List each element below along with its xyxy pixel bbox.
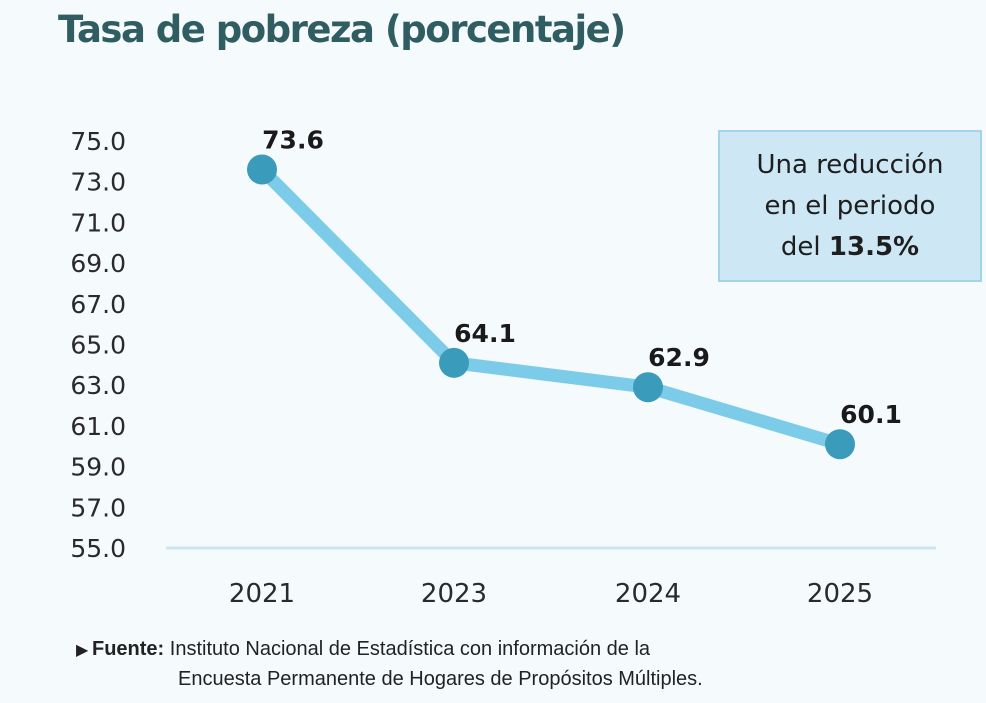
reduction-callout: Una reducción en el periodo del 13.5% <box>718 130 982 282</box>
data-point <box>247 154 277 185</box>
data-point <box>633 372 663 403</box>
y-axis-ticks: 55.0 57.0 59.0 61.0 63.0 65.0 67.0 69.0 71.0 73.0… <box>70 127 126 563</box>
data-label: 73.6 <box>262 125 324 154</box>
y-tick-label: 73.0 <box>70 168 126 197</box>
x-tick-label: 2021 <box>229 579 295 609</box>
y-tick-label: 59.0 <box>70 453 126 482</box>
series-line <box>255 162 847 451</box>
y-tick-label: 63.0 <box>70 371 126 400</box>
callout-reduction-value: 13.5% <box>828 231 920 262</box>
data-label: 64.1 <box>454 319 516 348</box>
y-tick-label: 65.0 <box>70 331 126 360</box>
data-point <box>439 347 469 378</box>
source-text-line-1: Instituto Nacional de Estadística con in… <box>164 638 651 660</box>
data-point <box>825 429 855 460</box>
chart-title: Tasa de pobreza (porcentaje) <box>58 8 626 51</box>
data-labels: 73.6 64.1 62.9 60.1 <box>262 125 902 429</box>
x-tick-label: 2023 <box>421 579 487 609</box>
x-tick-label: 2024 <box>615 579 681 609</box>
y-tick-label: 61.0 <box>70 412 126 441</box>
x-tick-label: 2025 <box>807 579 873 609</box>
callout-line-2: en el periodo <box>764 190 936 221</box>
data-label: 62.9 <box>648 343 710 372</box>
y-tick-label: 55.0 <box>70 534 126 563</box>
callout-line-3-prefix: del <box>780 231 829 262</box>
triangle-right-icon: ▶ <box>76 642 89 659</box>
source-note: ▶ Fuente: Instituto Nacional de Estadísti… <box>76 635 703 693</box>
y-tick-label: 69.0 <box>70 249 126 278</box>
data-points <box>247 154 855 460</box>
source-label: Fuente: <box>92 638 165 660</box>
callout-line-1: Una reducción <box>756 149 944 180</box>
y-tick-label: 67.0 <box>70 290 126 319</box>
y-tick-label: 75.0 <box>70 127 126 156</box>
x-axis-ticks: 2021 2023 2024 2025 <box>229 579 873 609</box>
y-tick-label: 57.0 <box>70 493 126 522</box>
source-text-line-2: Encuesta Permanente de Hogares de Propós… <box>178 668 703 690</box>
y-tick-label: 71.0 <box>70 208 126 237</box>
data-label: 60.1 <box>840 400 902 429</box>
